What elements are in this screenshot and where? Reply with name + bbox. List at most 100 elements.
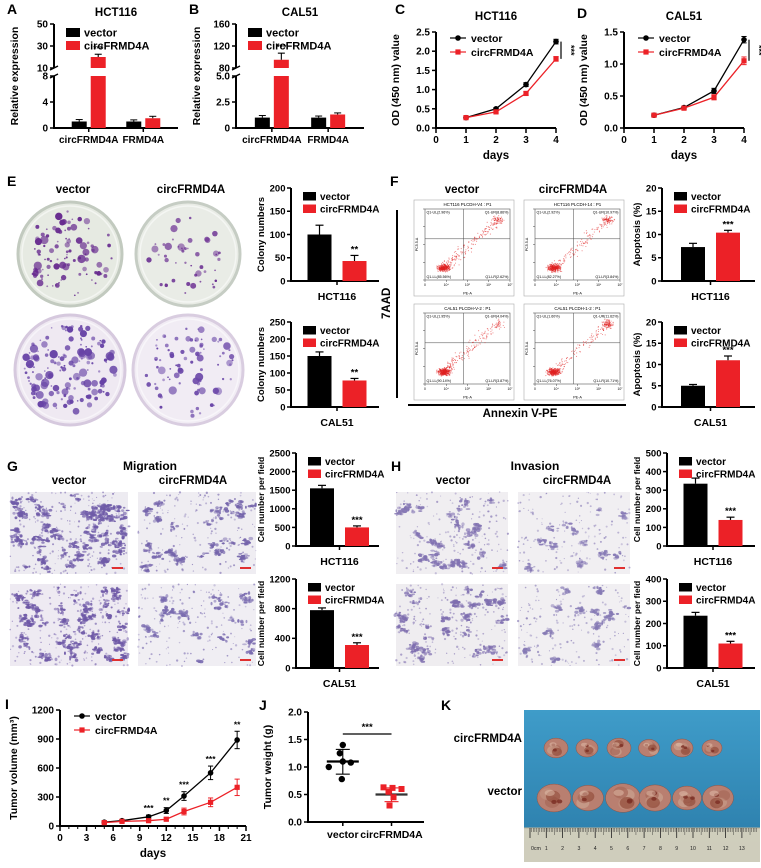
svg-text:4: 4	[42, 98, 48, 109]
svg-text:OD (450 nm) value: OD (450 nm) value	[578, 34, 590, 126]
svg-text:FRMD4A: FRMD4A	[307, 135, 349, 146]
svg-text:vector: vector	[320, 192, 350, 203]
svg-text:PE-A: PE-A	[573, 292, 582, 296]
svg-text:PE-A: PE-A	[463, 292, 472, 296]
svg-text:10⁵: 10⁵	[575, 283, 581, 287]
svg-text:***: ***	[722, 345, 733, 356]
svg-text:Q1-UR(4.04%): Q1-UR(4.04%)	[485, 315, 509, 319]
svg-text:OD (450 nm) value: OD (450 nm) value	[390, 34, 402, 126]
svg-text:5: 5	[651, 253, 657, 264]
svg-text:5: 5	[651, 381, 657, 392]
panel-a-letter: A	[7, 1, 18, 17]
svg-text:15: 15	[646, 207, 657, 218]
svg-text:circFRMD4A: circFRMD4A	[320, 339, 379, 350]
svg-text:30: 30	[37, 42, 49, 53]
svg-text:10⁶: 10⁶	[596, 283, 602, 287]
svg-text:1.5: 1.5	[416, 66, 430, 77]
panel-j-letter: J	[259, 697, 267, 713]
svg-text:***: ***	[93, 43, 104, 53]
svg-text:0.0: 0.0	[604, 124, 618, 135]
migration-circfrmd4a-label: circFRMD4A	[158, 475, 228, 487]
flow-vector-label: vector	[444, 184, 480, 196]
invasion-images	[393, 491, 632, 666]
svg-text:Apoptosis (%): Apoptosis (%)	[632, 333, 643, 397]
svg-text:PC5.5-A: PC5.5-A	[415, 341, 419, 355]
svg-text:vector: vector	[320, 326, 350, 337]
svg-text:0: 0	[42, 124, 48, 135]
colony-dish-images	[13, 200, 245, 427]
svg-text:**: **	[351, 244, 359, 255]
svg-text:Q1-UL(1.60%): Q1-UL(1.60%)	[537, 315, 560, 319]
colony-circfrmd4a-label: circFRMD4A	[156, 184, 226, 196]
svg-text:1.0: 1.0	[604, 60, 618, 71]
svg-text:Q1-UL(2.96%): Q1-UL(2.96%)	[427, 211, 450, 215]
flow-yaxis-bracket	[396, 210, 398, 398]
migration-vector-label: vector	[51, 475, 87, 487]
svg-text:PC5.5-A: PC5.5-A	[415, 237, 419, 251]
svg-text:vector: vector	[471, 33, 503, 45]
panel-e-letter: E	[7, 173, 17, 189]
svg-text:Q1-LR(3.87%): Q1-LR(3.87%)	[485, 379, 508, 383]
svg-text:10⁴: 10⁴	[554, 283, 560, 287]
svg-text:200: 200	[270, 183, 286, 194]
migration-title: Migration	[123, 459, 177, 473]
svg-text:***: ***	[566, 45, 576, 56]
svg-text:100: 100	[270, 230, 286, 241]
svg-text:10⁴: 10⁴	[554, 387, 560, 391]
svg-text:50: 50	[275, 253, 286, 264]
tumor-row-vector-label: vector	[487, 786, 522, 798]
svg-text:0.0: 0.0	[416, 124, 430, 135]
svg-text:0.5: 0.5	[416, 104, 430, 115]
svg-text:10⁶: 10⁶	[486, 387, 492, 391]
svg-text:20: 20	[646, 317, 657, 328]
svg-text:100: 100	[270, 368, 286, 379]
hct116-expression-chart: HCT116 0 4 810 30 50 Relative expression circFR…	[9, 7, 178, 146]
svg-text:circFRMD4A: circFRMD4A	[84, 41, 149, 53]
svg-text:2: 2	[493, 135, 499, 146]
flow-cytometry-plots: HCT116 PLCDH-V4 : P1 Q1-UL(2.96%) Q1-UR(8.…	[413, 199, 625, 401]
svg-text:1.5: 1.5	[604, 28, 618, 39]
svg-text:1.0: 1.0	[416, 85, 430, 96]
invasion-circfrmd4a-label: circFRMD4A	[542, 475, 612, 487]
svg-text:days: days	[483, 150, 509, 162]
svg-text:150: 150	[270, 351, 286, 362]
svg-text:vector: vector	[266, 28, 300, 40]
svg-text:HCT116 PLCDH-14 : P1: HCT116 PLCDH-14 : P1	[554, 202, 602, 207]
svg-text:1: 1	[651, 135, 657, 146]
svg-text:10⁵: 10⁵	[575, 387, 581, 391]
panel-k-letter: K	[441, 697, 452, 713]
svg-text:circFRMD4A: circFRMD4A	[471, 47, 534, 59]
svg-text:10⁶: 10⁶	[486, 283, 492, 287]
svg-text:***: ***	[754, 45, 761, 56]
svg-text:vector: vector	[84, 28, 118, 40]
svg-text:**: **	[351, 367, 359, 378]
svg-text:***: ***	[276, 42, 287, 52]
svg-text:Q1-LL(82.27%): Q1-LL(82.27%)	[537, 275, 562, 279]
migration-images	[9, 491, 257, 667]
svg-text:circFRMD4A: circFRMD4A	[59, 135, 118, 146]
svg-text:4: 4	[741, 135, 747, 146]
svg-text:Apoptosis (%): Apoptosis (%)	[632, 203, 643, 267]
svg-text:Q1-LR(10.71%): Q1-LR(10.71%)	[593, 379, 618, 383]
svg-text:Q1-LL(76.07%): Q1-LL(76.07%)	[537, 379, 562, 383]
svg-text:Q1-LL(85.56%): Q1-LL(85.56%)	[427, 275, 452, 279]
panel-d-letter: D	[577, 5, 588, 21]
svg-text:160: 160	[213, 20, 230, 31]
svg-text:10⁷: 10⁷	[508, 387, 514, 391]
svg-text:Colony numbers: Colony numbers	[256, 197, 267, 272]
panel-i-letter: I	[5, 696, 9, 712]
svg-text:0: 0	[534, 387, 536, 391]
svg-text:Q1-LR(3.84%): Q1-LR(3.84%)	[595, 275, 618, 279]
svg-text:3: 3	[711, 135, 717, 146]
svg-text:HCT116: HCT116	[691, 291, 730, 303]
svg-text:CAL51: CAL51	[282, 7, 319, 19]
svg-text:2.5: 2.5	[216, 98, 230, 109]
svg-text:0: 0	[651, 276, 656, 287]
svg-text:circFRMD4A: circFRMD4A	[691, 205, 750, 216]
svg-text:10⁵: 10⁵	[465, 283, 471, 287]
svg-text:10⁷: 10⁷	[618, 283, 624, 287]
